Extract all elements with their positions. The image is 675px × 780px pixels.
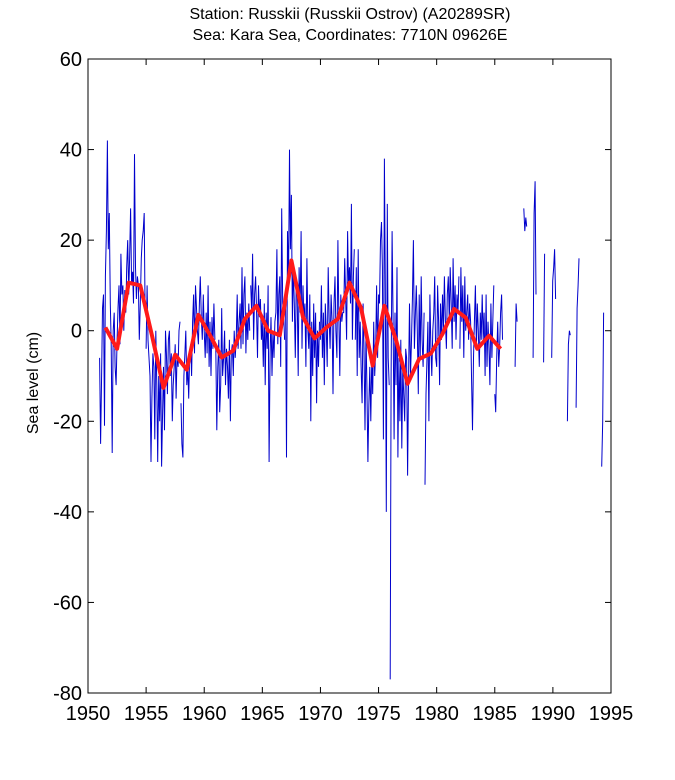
y-tick-label: -40 [53, 502, 82, 524]
x-tick-label: 1970 [298, 703, 343, 725]
x-tick-label: 1995 [589, 703, 634, 725]
monthly-segment-13 [523, 208, 528, 232]
monthly-segment-16 [551, 249, 557, 358]
monthly-segment-3 [215, 267, 251, 431]
monthly-segment-7 [354, 158, 390, 512]
y-tick-label: -80 [53, 683, 82, 705]
monthly-segment-18 [575, 258, 580, 408]
chart-title: Station: Russkii (Russkii Ostrov) (A2028… [189, 6, 511, 23]
plot-area [88, 59, 611, 693]
y-tick-label: 0 [71, 321, 82, 343]
monthly-segment-19 [601, 312, 605, 467]
y-tick-label: 40 [60, 140, 82, 162]
x-tick-label: 1990 [531, 703, 576, 725]
y-axis: 60 40 20 0 -20 -40 -60 -80 [53, 49, 611, 705]
x-axis: 1950 1955 1960 1965 1970 1975 1980 1985 1990 1995 [66, 59, 634, 725]
monthly-segment-14 [532, 181, 537, 358]
annual-mean-series [103, 258, 503, 390]
plot-frame [87, 58, 612, 694]
y-axis-label: Sea level (cm) [25, 332, 42, 434]
monthly-segment-4 [250, 208, 286, 463]
monthly-segment-15 [543, 253, 546, 363]
monthly-segment-2 [180, 276, 216, 458]
x-tick-label: 1980 [414, 703, 459, 725]
monthly-segment-0 [99, 140, 146, 454]
x-tick-label: 1950 [66, 703, 111, 725]
chart-subtitle: Sea: Kara Sea, Coordinates: 7710N 09626E [192, 27, 508, 44]
y-tick-label: -20 [53, 411, 82, 433]
monthly-segment-17 [566, 330, 571, 422]
monthly-segment-12 [514, 303, 518, 367]
monthly-segment-9 [424, 258, 460, 485]
y-tick-label: 20 [60, 230, 82, 252]
monthly-segment-8 [389, 231, 425, 680]
x-tick-label: 1985 [473, 703, 518, 725]
x-tick-label: 1960 [182, 703, 227, 725]
monthly-segment-11 [494, 294, 503, 413]
x-tick-label: 1975 [356, 703, 401, 725]
x-tick-label: 1955 [124, 703, 169, 725]
y-tick-label: 60 [60, 49, 82, 71]
y-tick-label: -60 [53, 592, 82, 614]
x-tick-label: 1965 [240, 703, 285, 725]
